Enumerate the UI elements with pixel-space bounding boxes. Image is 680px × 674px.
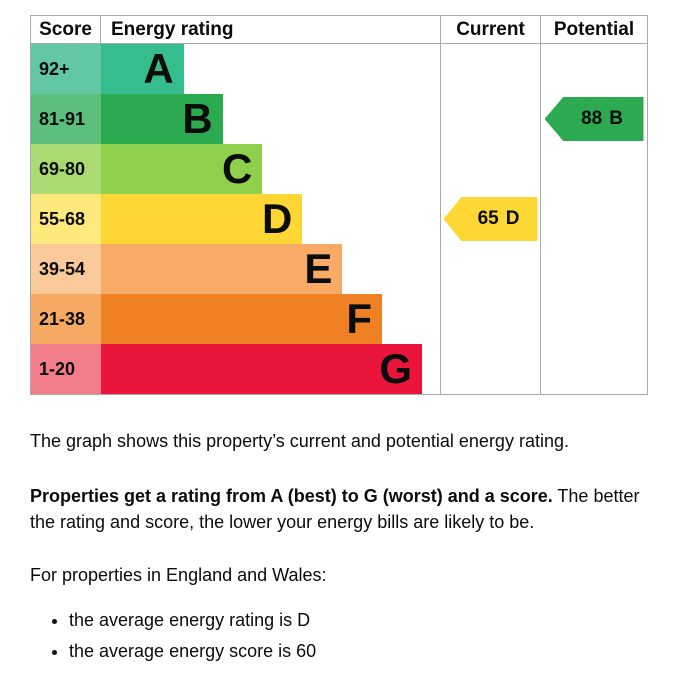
current-cell: 65 D <box>440 194 540 244</box>
band-bar: B <box>101 94 223 144</box>
potential-cell <box>540 144 647 194</box>
average-rating-item: the average energy rating is D <box>69 607 645 633</box>
current-rating-band: D <box>505 208 520 229</box>
current-rating-arrow: 65 D <box>443 197 538 241</box>
current-cell <box>440 244 540 294</box>
current-cell <box>440 344 540 394</box>
band-bar: C <box>101 144 263 194</box>
current-cell <box>440 44 540 94</box>
band-letter: B <box>182 95 213 142</box>
band-score: 1-20 <box>31 344 101 394</box>
current-cell <box>440 294 540 344</box>
band-row-e: 39-54 E <box>31 244 647 294</box>
band-bar-area: F <box>101 294 440 344</box>
band-row-a: 92+ A <box>31 44 647 94</box>
band-bar: D <box>101 194 303 244</box>
band-bar-area: E <box>101 244 440 294</box>
band-row-f: 21-38 F <box>31 294 647 344</box>
potential-rating-value: 88 <box>581 108 603 129</box>
band-bar: G <box>101 344 423 394</box>
band-letter: D <box>262 195 293 242</box>
england-wales-lead: For properties in England and Wales: <box>30 565 327 585</box>
chart-description-paragraph: The graph shows this property’s current … <box>30 431 569 451</box>
band-bar-area: D <box>101 194 440 244</box>
potential-rating-band: B <box>609 108 623 129</box>
band-score: 92+ <box>31 44 101 94</box>
potential-cell <box>540 44 647 94</box>
band-score: 21-38 <box>31 294 101 344</box>
description-text: The graph shows this property’s current … <box>30 428 645 664</box>
current-column-header: Current <box>440 16 540 43</box>
band-score: 69-80 <box>31 144 101 194</box>
band-score: 81-91 <box>31 94 101 144</box>
current-cell <box>440 144 540 194</box>
energy-rating-chart: Score Energy rating Current Potential 92… <box>30 15 648 395</box>
band-bar-area: B <box>101 94 440 144</box>
potential-cell <box>540 344 647 394</box>
chart-header: Score Energy rating Current Potential <box>31 16 647 44</box>
band-letter: E <box>304 245 333 292</box>
band-bar: A <box>101 44 184 94</box>
potential-cell <box>540 294 647 344</box>
band-row-c: 69-80 C <box>31 144 647 194</box>
band-score: 39-54 <box>31 244 101 294</box>
potential-cell: 88 B <box>540 94 647 144</box>
band-score: 55-68 <box>31 194 101 244</box>
potential-cell <box>540 244 647 294</box>
band-row-b: 81-91 B 88 B <box>31 94 647 144</box>
band-bar-area: G <box>101 344 440 394</box>
band-letter: G <box>379 345 413 392</box>
average-score-item: the average energy score is 60 <box>69 638 645 664</box>
band-bar: F <box>101 294 383 344</box>
average-stats-list: the average energy rating is D the avera… <box>30 607 645 664</box>
current-cell <box>440 94 540 144</box>
potential-column-header: Potential <box>540 16 647 43</box>
score-column-header: Score <box>31 16 101 43</box>
band-letter: A <box>143 45 174 92</box>
band-letter: F <box>346 295 373 342</box>
band-row-d: 55-68 D 65 D <box>31 194 647 244</box>
potential-cell <box>540 194 647 244</box>
current-rating-value: 65 <box>477 208 499 229</box>
band-bar-area: C <box>101 144 440 194</box>
rating-explanation-bold: Properties get a rating from A (best) to… <box>30 486 553 506</box>
energy-rating-column-header: Energy rating <box>111 18 234 40</box>
band-bar-area: A <box>101 44 440 94</box>
rating-explanation-paragraph: Properties get a rating from A (best) to… <box>30 483 645 535</box>
band-row-g: 1-20 G <box>31 344 647 394</box>
band-bar: E <box>101 244 343 294</box>
potential-rating-arrow: 88 B <box>544 97 644 141</box>
band-letter: C <box>222 145 253 192</box>
rating-explanation-rest: The better the rating and score, the low… <box>30 486 640 532</box>
